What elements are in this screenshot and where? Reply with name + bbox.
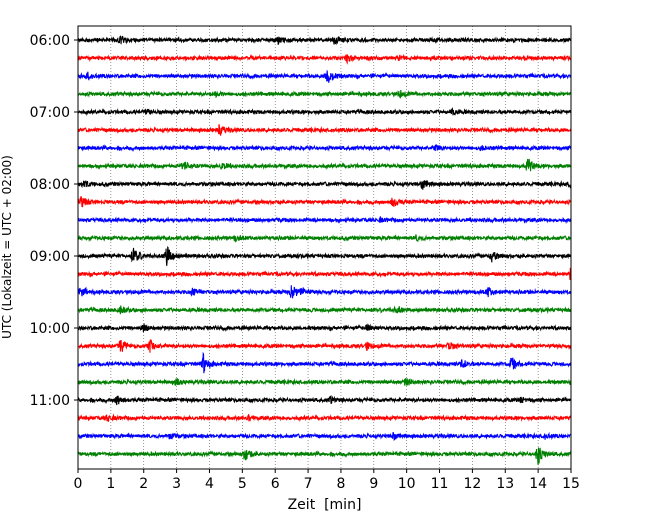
seismogram-trace [77,124,572,136]
seismogram-trace [77,339,572,353]
seismogram-trace [77,195,572,208]
x-tick-label: 15 [562,476,580,492]
seismogram-trace [77,106,572,117]
x-tick-label: 1 [106,476,115,492]
seismogram-trace [77,394,572,406]
x-tick-label: 5 [238,476,247,492]
x-tick-label: 14 [529,476,547,492]
x-tick-label: 4 [205,476,214,492]
seismogram-trace [77,90,572,99]
seismogram-trace [77,53,572,65]
seismogram-trace [77,70,572,83]
x-tick-label: 10 [398,476,416,492]
x-axis: 0 1 2 3 4 5 6 7 8 9 10 11 12 13 14 15 [74,469,580,492]
seismogram-trace [77,305,572,315]
x-tick-label: 11 [431,476,449,492]
y-axis: 06:00 07:00 08:00 09:00 10:00 11:00 [30,33,78,409]
seismogram-trace [77,179,572,190]
seismogram-trace [77,234,572,243]
seismogram-trace [77,144,572,152]
y-tick-label: 10:00 [30,321,70,337]
traces [77,35,572,466]
seismogram-trace [77,431,572,441]
x-tick-label: 9 [369,476,378,492]
seismogram-trace [77,216,572,225]
seismogram-trace [77,158,572,172]
seismogram-trace [77,35,572,46]
gridlines [110,26,539,469]
x-tick-label: 0 [74,476,83,492]
seismogram-trace [77,267,572,281]
x-tick-label: 12 [463,476,481,492]
seismogram-trace [77,377,572,386]
y-tick-label: 07:00 [30,105,70,121]
x-tick-label: 2 [139,476,148,492]
x-tick-label: 8 [336,476,345,492]
seismogram-trace [77,322,572,333]
seismogram-trace [77,245,572,266]
y-axis-label: UTC (Lokalzeit = UTC + 02:00) [0,155,14,339]
seismogram-trace [77,447,572,466]
seismogram-trace [77,285,572,299]
y-tick-label: 09:00 [30,249,70,265]
x-tick-label: 6 [271,476,280,492]
x-tick-label: 7 [304,476,313,492]
x-axis-label: Zeit [min] [288,497,362,513]
x-tick-label: 3 [172,476,181,492]
y-tick-label: 08:00 [30,177,70,193]
y-tick-label: 11:00 [30,393,70,409]
x-tick-label: 13 [496,476,514,492]
seismogram-trace [77,351,572,374]
y-tick-label: 06:00 [30,33,70,49]
seismogram-trace [77,413,572,423]
plot-frame [77,25,572,470]
